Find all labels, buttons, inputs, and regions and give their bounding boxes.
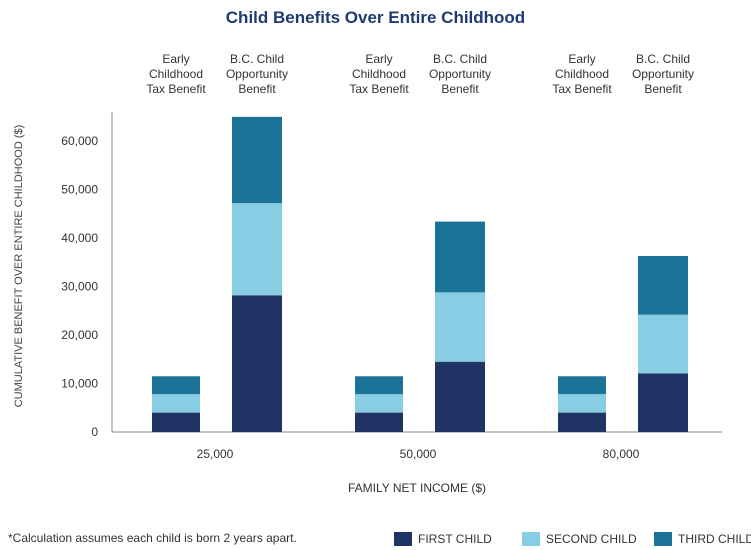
bar-label: B.C. Child Opportunity Benefit xyxy=(428,52,492,96)
y-axis-title: CUMULATIVE BENEFIT OVER ENTIRE CHILDHOOD… xyxy=(13,125,25,408)
bar-segment-first-child xyxy=(435,361,485,432)
legend-item-second-child: SECOND CHILD xyxy=(522,531,637,547)
bar-label: Early Childhood Tax Benefit xyxy=(552,52,612,96)
y-tick-label: 30,000 xyxy=(61,280,98,294)
chart-title: Child Benefits Over Entire Childhood xyxy=(225,8,526,27)
legend-swatch-second-child xyxy=(522,532,540,546)
bar-segment-second-child xyxy=(558,394,606,413)
bar-segment-second-child xyxy=(435,292,485,362)
bar-segment-second-child xyxy=(232,203,282,296)
bar-label: B.C. Child Opportunity Benefit xyxy=(631,52,695,96)
bar-segment-third-child xyxy=(152,376,200,395)
legend-label-third-child: THIRD CHILD xyxy=(678,532,751,546)
bar-segment-first-child xyxy=(638,373,688,432)
bar-segment-second-child xyxy=(152,394,200,413)
x-tick-label: 80,000 xyxy=(603,447,640,461)
legend-label-second-child: SECOND CHILD xyxy=(546,532,637,546)
footnote: *Calculation assumes each child is born … xyxy=(8,531,297,545)
x-tick-label: 50,000 xyxy=(400,447,437,461)
y-tick-label: 10,000 xyxy=(61,377,98,391)
x-tick-label: 25,000 xyxy=(197,447,234,461)
bar-segment-second-child xyxy=(355,394,403,413)
bar-segment-first-child xyxy=(558,412,606,432)
bar-segment-first-child xyxy=(152,412,200,432)
legend-swatch-third-child xyxy=(654,532,672,546)
bar-segment-third-child xyxy=(638,256,688,315)
bar-label: Early Childhood Tax Benefit xyxy=(349,52,409,96)
y-tick-label: 40,000 xyxy=(61,231,98,245)
bar-segment-third-child xyxy=(355,376,403,395)
y-tick-label: 20,000 xyxy=(61,328,98,342)
bar-segment-second-child xyxy=(638,314,688,374)
legend-item-first-child: FIRST CHILD xyxy=(394,531,492,547)
legend-swatch-first-child xyxy=(394,532,412,546)
legend-label-first-child: FIRST CHILD xyxy=(418,532,492,546)
bar-segment-third-child xyxy=(435,221,485,293)
bar-segment-first-child xyxy=(232,295,282,432)
y-tick-label: 50,000 xyxy=(61,183,98,197)
bar-segment-third-child xyxy=(558,376,606,395)
bar-label: B.C. Child Opportunity Benefit xyxy=(225,52,289,96)
x-axis-title: FAMILY NET INCOME ($) xyxy=(348,481,486,495)
bar-segment-third-child xyxy=(232,116,282,204)
bar-label: Early Childhood Tax Benefit xyxy=(146,52,206,96)
y-tick-label: 60,000 xyxy=(61,134,98,148)
legend-item-third-child: THIRD CHILD xyxy=(654,531,751,547)
bar-segment-first-child xyxy=(355,412,403,432)
y-tick-label: 0 xyxy=(91,425,98,439)
